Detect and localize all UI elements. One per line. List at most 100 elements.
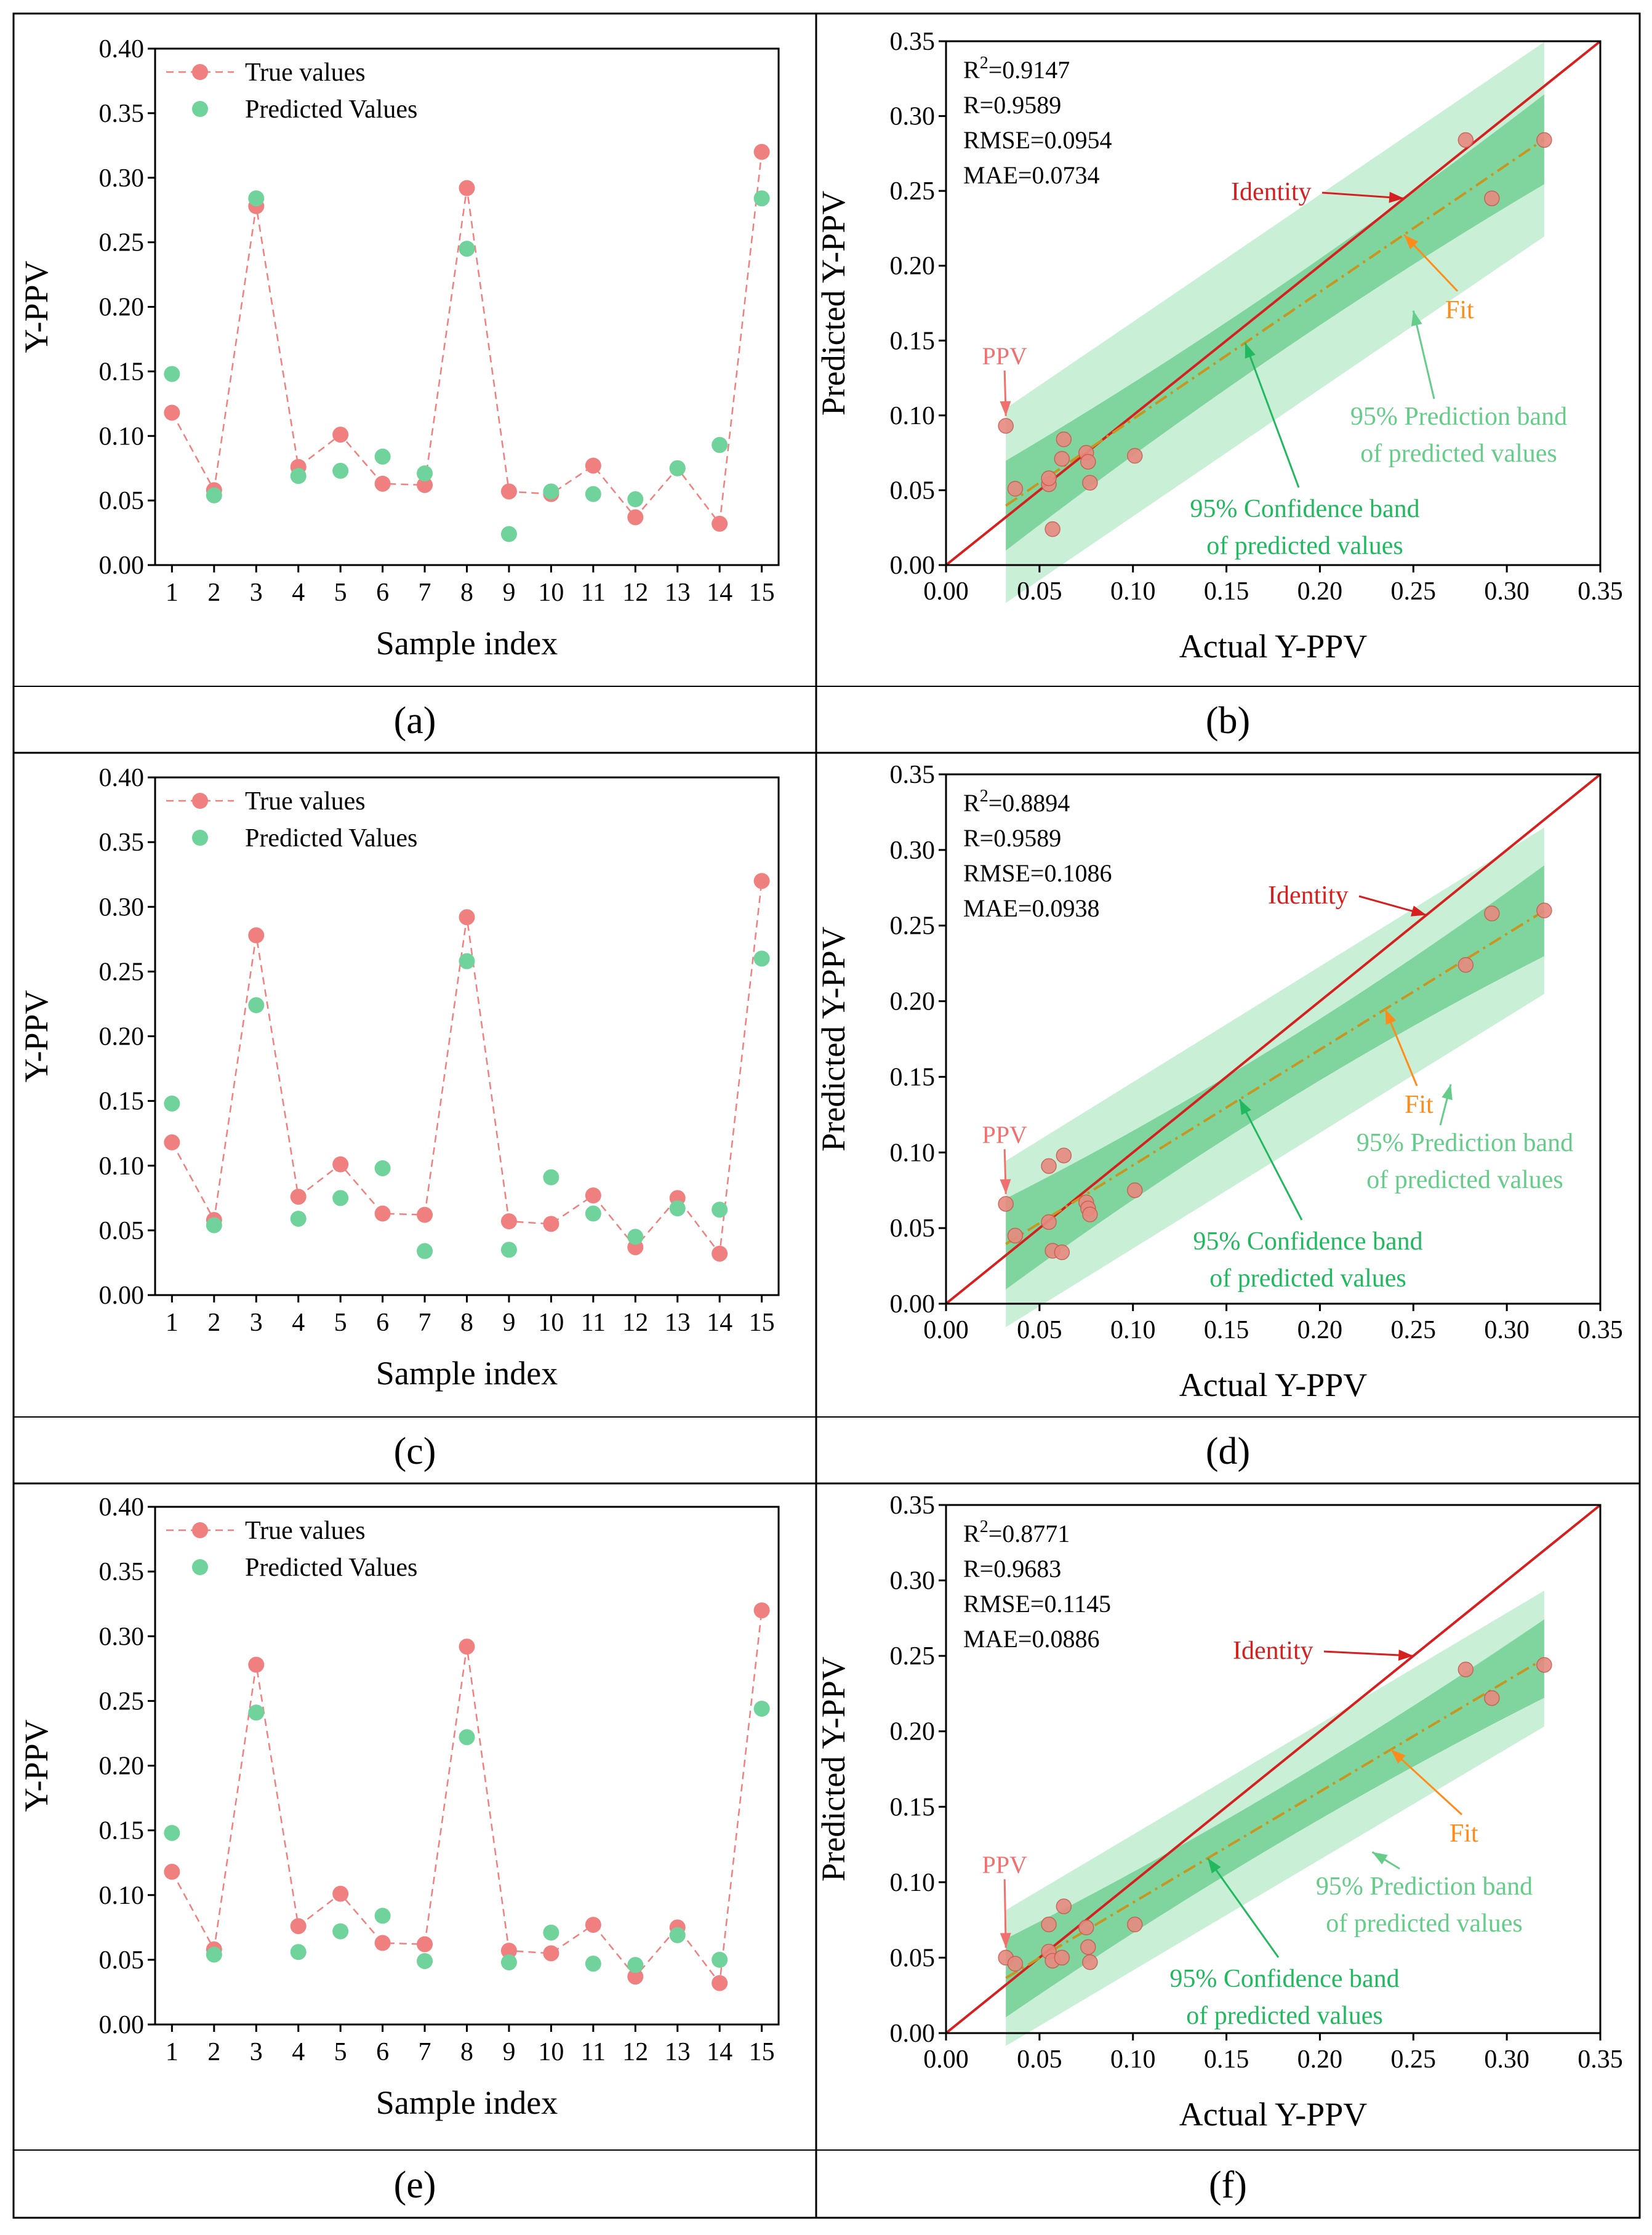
ppv-point <box>1484 1690 1500 1706</box>
true-value-point <box>459 909 475 926</box>
y-tick-label: 0.40 <box>99 35 145 63</box>
ppv-point <box>1082 475 1098 491</box>
fit-line <box>1005 138 1546 507</box>
caption-label: (f) <box>1209 2164 1247 2206</box>
chart-panel-a: 0.000.050.100.150.200.250.300.350.401 2 3 4… <box>18 35 780 662</box>
true-value-point <box>332 1156 349 1173</box>
true-value-point <box>248 927 265 944</box>
true-value-point <box>585 1187 601 1204</box>
ppv-point <box>1056 1898 1072 1914</box>
chart-panel-e: 0.000.050.100.150.200.250.300.350.401 2 3 4… <box>18 1493 780 2121</box>
chart-panel-b: 0.00 0.05 0.10 0.15 0.20 0.25 0.30 0.35 0.00 0.05… <box>815 28 1623 665</box>
ppv-point <box>1041 1916 1057 1933</box>
y-tick-label: 0.05 <box>99 1946 145 1975</box>
y-tick-label: 0.35 <box>890 28 936 56</box>
x-tick-label: 0.25 <box>1391 577 1437 606</box>
ppv-point <box>998 1196 1014 1212</box>
ppv-point <box>1007 1227 1024 1244</box>
y-tick-label: 0.20 <box>99 294 145 322</box>
predicted-value-point <box>164 1095 180 1112</box>
identity-arrow-head <box>1411 905 1427 917</box>
x-tick-label: 5 <box>334 1309 347 1337</box>
x-tick-label: 0.10 <box>1110 1316 1156 1344</box>
true-value-point <box>164 1863 180 1880</box>
fit-arrow-head <box>1404 235 1419 249</box>
ppv-point <box>1536 1657 1552 1673</box>
stat-line: RMSE=0.0954 <box>963 126 1112 154</box>
x-tick-label: 0.25 <box>1391 2045 1437 2074</box>
y-tick-label: 0.35 <box>890 1491 936 1520</box>
stat-line: MAE=0.0938 <box>963 894 1099 922</box>
y-tick-label: 0.00 <box>890 552 936 580</box>
true-value-point <box>164 1134 180 1150</box>
y-tick-label: 0.05 <box>99 487 145 515</box>
x-tick-label: 1 <box>166 579 178 607</box>
ppv-point <box>1484 905 1500 921</box>
x-tick-label: 1 <box>166 1309 178 1337</box>
confidence-band-arrow-head <box>1208 1858 1221 1874</box>
confidence-band-label: of predicted values <box>1186 2002 1383 2030</box>
predicted-value-point <box>712 1202 728 1218</box>
identity-arrow-shaft <box>1323 1650 1414 1657</box>
x-tick-label: 13 <box>665 579 691 607</box>
x-tick-label: 0.00 <box>923 2045 969 2074</box>
x-tick-label: 15 <box>749 579 775 607</box>
x-tick-label: 14 <box>707 579 732 607</box>
x-tick-label: 9 <box>502 579 515 607</box>
y-axis-label: Y-PPV <box>18 990 55 1082</box>
ppv-point <box>1078 1919 1094 1936</box>
caption-label: (b) <box>1206 700 1250 742</box>
y-tick-label: 0.15 <box>890 327 936 355</box>
x-tick-label: 5 <box>334 2038 347 2066</box>
grid-border <box>12 12 1641 2219</box>
prediction-band-label: of predicted values <box>1360 439 1557 468</box>
prediction-band-label: 95% Prediction band <box>1350 403 1567 431</box>
x-tick-label: 10 <box>538 2038 564 2066</box>
ppv-point <box>1127 1916 1143 1933</box>
ppv-point <box>998 418 1014 434</box>
fit-line <box>1005 909 1545 1245</box>
y-tick-label: 0.30 <box>890 1567 936 1595</box>
legend-true-label: True values <box>245 1517 366 1545</box>
predicted-value-point <box>669 1200 686 1217</box>
y-tick-label: 0.15 <box>890 1793 936 1821</box>
x-axis-label: Sample index <box>376 1355 558 1392</box>
confidence-band-arrow-shaft <box>1206 1858 1280 1958</box>
true-value-point <box>332 1885 349 1902</box>
prediction-band-arrow-shaft <box>1412 310 1435 399</box>
x-axis-label: Actual Y-PPV <box>1179 628 1368 665</box>
true-value-point <box>374 475 391 492</box>
true-value-point <box>627 509 644 526</box>
y-tick-label: 0.10 <box>890 1139 936 1167</box>
confidence-band <box>1006 94 1544 551</box>
stat-line: MAE=0.0886 <box>963 1625 1099 1653</box>
ppv-point <box>1007 481 1024 497</box>
legend-true-marker <box>192 1522 208 1538</box>
x-tick-label: 0.35 <box>1578 577 1623 606</box>
legend-true-label: True values <box>245 787 366 816</box>
predicted-value-point <box>290 468 307 484</box>
x-tick-label: 0.05 <box>1017 577 1062 606</box>
confidence-band-arrow-shaft <box>1244 342 1300 488</box>
stat-r2: R2=0.9147 <box>963 54 1070 84</box>
true-value-point <box>459 1639 475 1655</box>
confidence-band-label: of predicted values <box>1209 1264 1406 1293</box>
y-axis-label: Predicted Y-PPV <box>815 191 852 415</box>
predicted-value-point <box>459 241 475 257</box>
confidence-band-arrow-shaft <box>1238 1099 1303 1221</box>
ppv-point <box>1056 431 1072 447</box>
prediction-band-label: of predicted values <box>1326 1909 1523 1938</box>
confidence-band-arrow <box>1244 342 1300 488</box>
ppv-point <box>1458 132 1474 148</box>
y-tick-label: 0.10 <box>99 1882 145 1910</box>
true-value-point <box>753 873 770 889</box>
y-axis-label: Y-PPV <box>18 1719 55 1812</box>
true-value-point <box>417 1936 433 1952</box>
x-tick-label: 0.05 <box>1017 1316 1062 1344</box>
ppv-point <box>1054 451 1070 467</box>
identity-arrow <box>1323 1649 1414 1661</box>
x-tick-label: 7 <box>419 579 431 607</box>
x-tick-label: 9 <box>502 1309 515 1337</box>
y-tick-label: 0.40 <box>99 764 145 792</box>
